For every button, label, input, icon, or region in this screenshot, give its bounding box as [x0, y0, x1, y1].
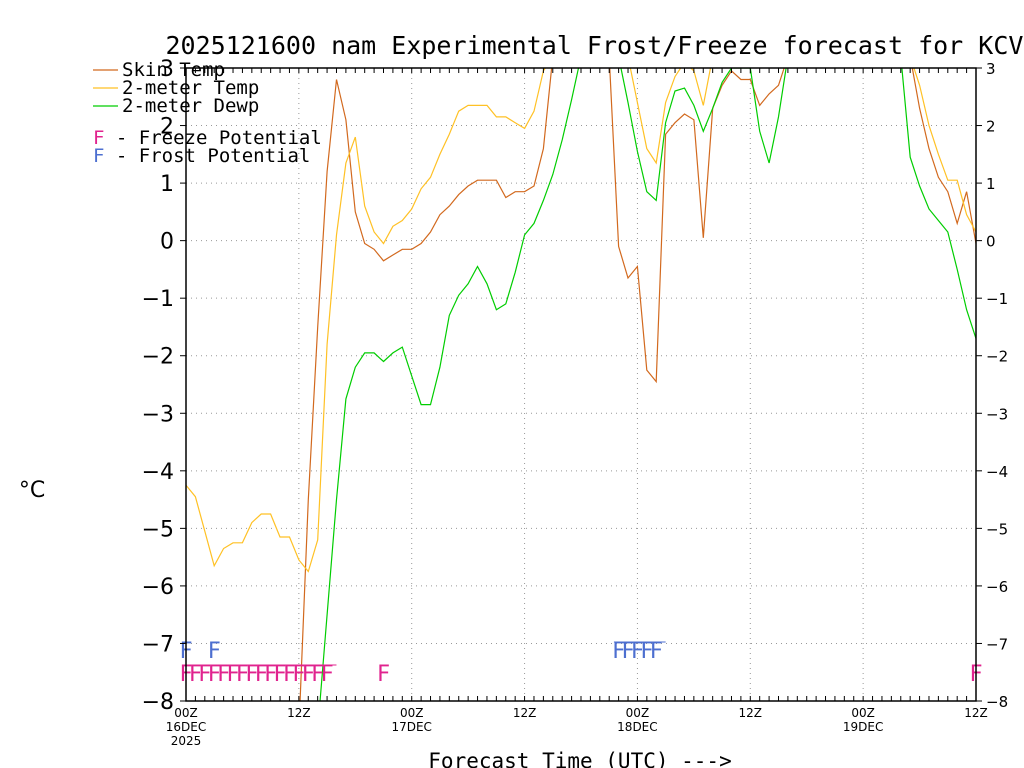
potential-legend-text: - Frost Potential [104, 145, 310, 167]
grid-lines [186, 68, 976, 701]
x-tick-label: 12Z [964, 706, 988, 720]
freeze-flag: F [226, 662, 239, 687]
potential-legend-text: - Freeze Potential [104, 127, 321, 149]
y-tick-label-right: −8 [986, 693, 1008, 711]
y-axis-ticks: 3 3 2 2 1 1 0 0 −1 −1 −2 −2 −3 −3 −4 −4 −5 −5 −6 −6 −7 −7 −8 −8 [142, 57, 1009, 715]
frost-flag: F [208, 639, 221, 664]
legend-entry: 2-meter Dewp [122, 95, 259, 117]
series-line [186, 68, 976, 573]
y-tick-label: −6 [142, 575, 174, 600]
freeze-flag: F [264, 662, 277, 687]
freeze-flag: F [292, 662, 305, 687]
x-tick-label: 12Z [287, 706, 311, 720]
freeze-flag: F [189, 662, 202, 687]
y-tick-label: −3 [142, 402, 174, 427]
frost-flag: F [650, 639, 663, 664]
freeze-flag: F [311, 662, 324, 687]
x-tick-year: 2025 [171, 734, 202, 748]
y-tick-label: −5 [142, 517, 174, 542]
series-line [319, 68, 976, 701]
series-line [299, 68, 976, 701]
chart-title: 2025121600 nam Experimental Frost/Freeze… [166, 31, 1024, 60]
y-tick-label: 3 [160, 57, 174, 82]
series-lines [186, 68, 976, 701]
y-tick-label: −8 [142, 690, 174, 715]
x-tick-date: 19DEC [843, 720, 883, 734]
y-tick-label-right: −5 [986, 520, 1008, 538]
freeze-flag: F [245, 662, 258, 687]
frost-flag: F [612, 639, 625, 664]
x-tick-date: 17DEC [391, 720, 431, 734]
y-axis-label: °C [19, 478, 45, 503]
y-tick-label: 0 [160, 230, 174, 255]
y-tick-label-right: −2 [986, 348, 1008, 366]
y-tick-label: −7 [142, 632, 174, 657]
y-tick-label: 1 [160, 172, 174, 197]
freeze-flag: F [255, 662, 268, 687]
y-tick-label: 2 [160, 115, 174, 140]
freeze-flag: F [320, 662, 333, 687]
x-tick-label: 00Z [851, 706, 875, 720]
y-tick-label-right: 0 [986, 233, 996, 251]
x-axis-label: Forecast Time (UTC) ---> [428, 749, 731, 768]
legend-entry: 2-meter Temp [122, 77, 259, 99]
potential-legend-letter: F [93, 145, 104, 167]
potential-legend-entry: F - Frost Potential [93, 145, 310, 167]
freeze-flag: F [198, 662, 211, 687]
y-tick-label-right: −1 [986, 290, 1008, 308]
y-tick-label-right: −7 [986, 635, 1008, 653]
x-tick-label: 00Z [626, 706, 650, 720]
y-tick-label-right: −4 [986, 463, 1008, 481]
y-tick-label: −4 [142, 460, 174, 485]
potential-legend-letter: F [93, 127, 104, 149]
x-tick-label: 00Z [174, 706, 198, 720]
y-tick-label-right: −6 [986, 578, 1008, 596]
x-tick-label: 12Z [739, 706, 763, 720]
legend-entry: Skin Temp [122, 59, 225, 81]
freeze-flag: F [273, 662, 286, 687]
freeze-flag: F [217, 662, 230, 687]
y-tick-label-right: 2 [986, 118, 996, 136]
potential-legend-entry: F - Freeze Potential [93, 127, 322, 149]
frost-flag: F [640, 639, 653, 664]
frost-flag: F [631, 639, 644, 664]
y-tick-label-right: 3 [986, 60, 996, 78]
freeze-flag: F [302, 662, 315, 687]
y-tick-label: −1 [142, 287, 174, 312]
x-tick-date: 18DEC [617, 720, 657, 734]
y-tick-label: −2 [142, 345, 174, 370]
freeze-flag: F [377, 662, 390, 687]
x-tick-date: 16DEC [166, 720, 206, 734]
x-tick-label: 12Z [513, 706, 537, 720]
y-tick-label-right: −3 [986, 405, 1008, 423]
freeze-flag: F [236, 662, 249, 687]
frost-flag: F [621, 639, 634, 664]
y-tick-label-right: 1 [986, 175, 996, 193]
freeze-flag: F [208, 662, 221, 687]
x-tick-label: 00Z [400, 706, 424, 720]
freeze-flag: F [283, 662, 296, 687]
